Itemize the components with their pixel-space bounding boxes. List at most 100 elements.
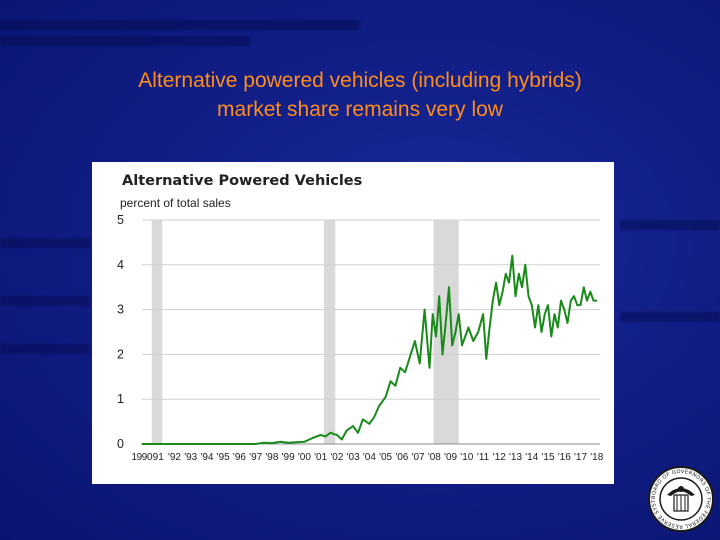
x-tick-label: '06 [395, 452, 408, 463]
data-point [458, 313, 460, 315]
data-point [553, 313, 556, 315]
data-point [346, 429, 348, 432]
data-point [495, 282, 497, 284]
x-tick-label: '00 [298, 452, 311, 463]
data-point [534, 326, 536, 329]
data-point [445, 322, 447, 324]
data-point [501, 291, 504, 293]
data-point [583, 286, 585, 288]
data-point [362, 418, 364, 420]
data-point [320, 434, 322, 436]
data-point [557, 326, 559, 329]
data-point [467, 326, 470, 329]
x-tick-label: '03 [347, 452, 360, 463]
data-point [521, 286, 523, 288]
data-point [560, 300, 562, 302]
data-point [550, 335, 552, 338]
data-point [414, 340, 416, 342]
line-chart: Alternative Powered Vehicles percent of … [117, 173, 604, 463]
slide-title-line-1: Alternative powered vehicles (including … [138, 69, 582, 92]
data-point [271, 442, 273, 444]
data-point [485, 358, 487, 360]
chart-title: Alternative Powered Vehicles [122, 173, 362, 189]
x-tick-label: '17 [574, 452, 587, 463]
background-streak [0, 36, 250, 46]
data-point [573, 295, 575, 297]
data-point [255, 443, 257, 445]
x-tick-labels: 1990 91'92'93'94 '95'96'97'98 '99'00'01'02 '… [132, 452, 604, 463]
y-tick-label: 4 [117, 258, 124, 272]
y-tick-labels: 0 1 2 3 4 5 [117, 213, 124, 451]
x-tick-label: '13 [509, 452, 522, 463]
background-streak [0, 296, 90, 306]
data-point [409, 356, 411, 358]
data-point [570, 300, 572, 302]
x-tick-label: '93 [184, 452, 197, 463]
recession-band [151, 220, 163, 444]
x-tick-label: '11 [477, 452, 490, 463]
x-tick-label: '10 [460, 452, 473, 463]
data-point [488, 326, 491, 329]
x-tick-label: '97 [249, 452, 262, 463]
data-point [547, 304, 549, 306]
data-point [263, 442, 265, 444]
series-line [142, 254, 597, 445]
x-tick-label: '02 [330, 452, 343, 463]
data-point [451, 344, 453, 347]
data-point [544, 313, 546, 315]
data-point [141, 443, 143, 445]
recession-band [323, 220, 336, 444]
data-point [279, 441, 281, 443]
data-point [435, 335, 437, 338]
data-point [592, 300, 595, 302]
data-point [341, 438, 343, 441]
y-axis-label: percent of total sales [120, 196, 231, 210]
data-point [357, 432, 359, 434]
x-tick-label: '96 [233, 452, 246, 463]
data-point [477, 331, 479, 333]
eagle-wings-icon [667, 488, 695, 496]
data-point [505, 273, 507, 275]
series-layer [141, 254, 598, 445]
data-point [295, 441, 297, 443]
data-point [378, 405, 380, 407]
data-point [389, 380, 392, 382]
data-point [454, 331, 457, 333]
data-point [576, 304, 578, 306]
data-point [438, 295, 440, 297]
data-point [540, 331, 543, 333]
x-tick-label: '92 [168, 452, 181, 463]
x-tick-label: 91 [153, 452, 165, 463]
data-point [419, 362, 421, 364]
y-tick-label: 2 [117, 347, 124, 361]
data-point [448, 286, 450, 288]
x-tick-label: '07 [412, 452, 425, 463]
data-point [472, 340, 474, 342]
data-point [352, 425, 354, 427]
x-tick-label: '08 [428, 452, 441, 463]
data-point [303, 441, 306, 443]
data-point [492, 300, 494, 302]
data-point [287, 442, 289, 444]
x-tick-label: '94 [200, 452, 213, 463]
y-tick-label: 1 [117, 392, 124, 406]
data-point [329, 432, 331, 434]
x-tick-label: '12 [493, 452, 506, 463]
federal-reserve-seal: BOARD OF GOVERNORS OF THE FEDERAL RESERV… [647, 465, 714, 532]
data-point [394, 385, 396, 387]
data-point [399, 367, 401, 369]
y-tick-label: 3 [117, 303, 124, 317]
data-point [482, 313, 484, 315]
x-tick-label: '15 [542, 452, 555, 463]
data-point [498, 304, 500, 306]
x-tick-label: '16 [558, 452, 571, 463]
x-tick-label: '09 [444, 452, 457, 463]
slide-title: Alternative powered vehicles (including … [60, 66, 660, 124]
background-streak [0, 344, 90, 354]
x-tick-label: '99 [282, 452, 295, 463]
data-point [527, 295, 530, 297]
recession-bands [151, 220, 459, 444]
x-tick-label: '98 [265, 452, 278, 463]
background-streak [0, 20, 360, 30]
x-tick-label: '05 [379, 452, 392, 463]
